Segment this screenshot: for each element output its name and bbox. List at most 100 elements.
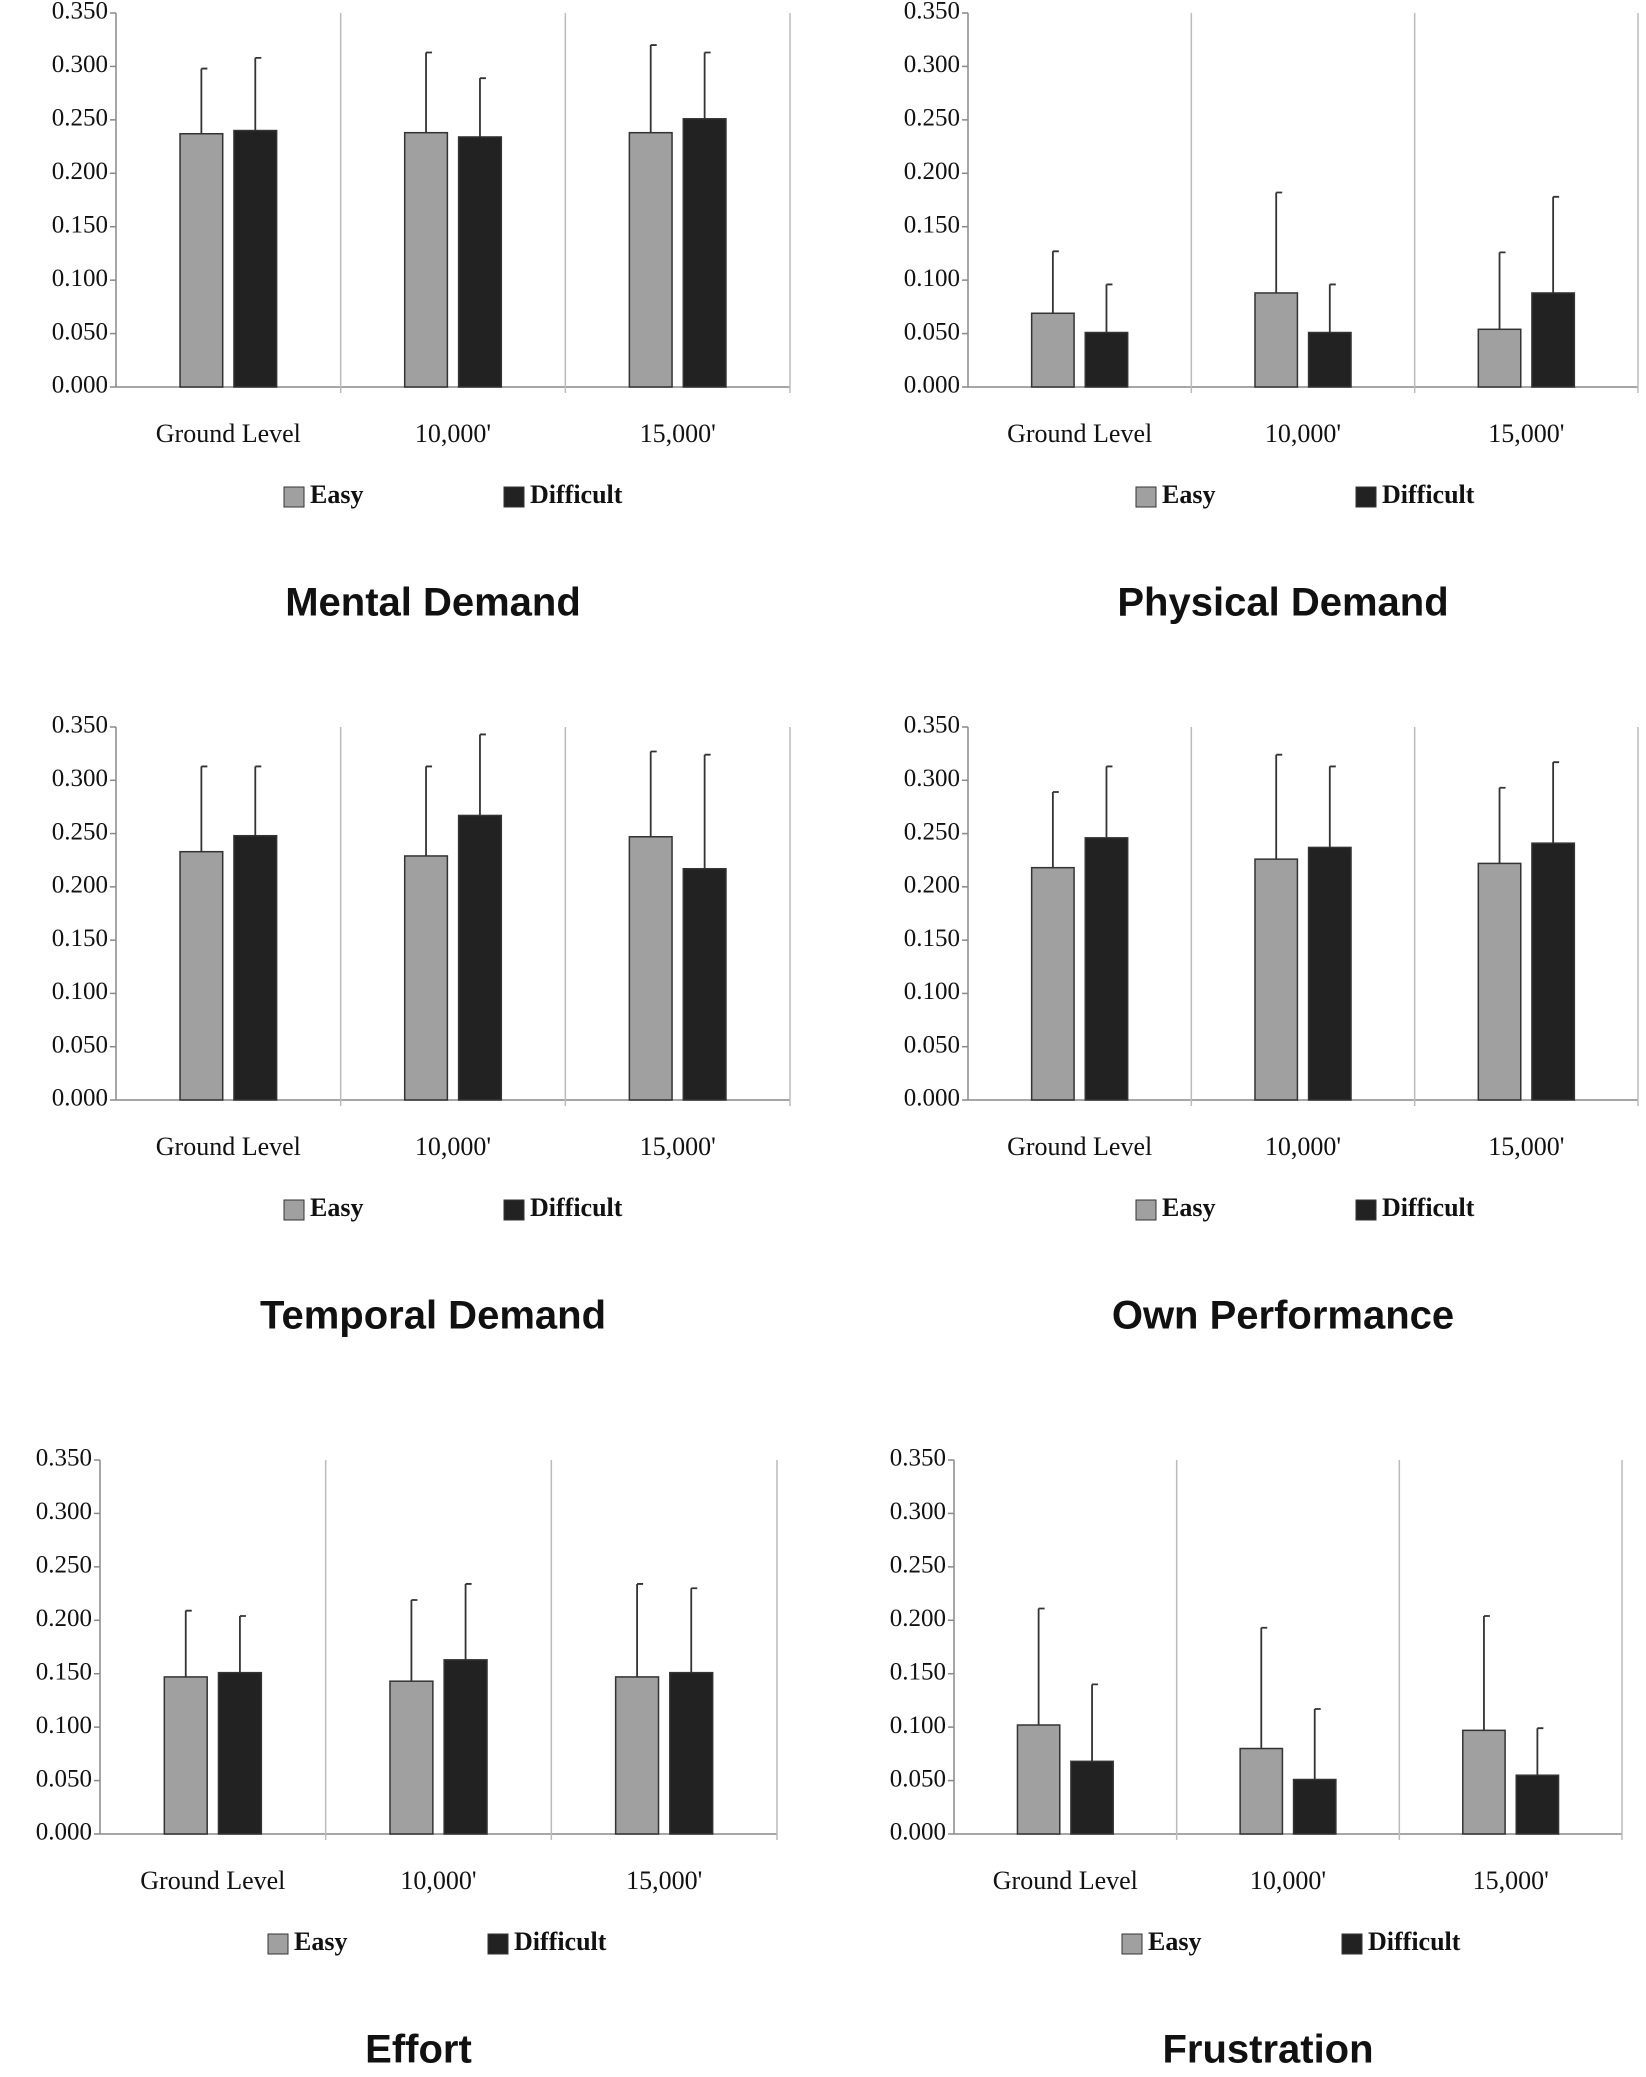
error-bar: [636, 1583, 644, 1677]
bar: [443, 1659, 488, 1835]
error-bar: [703, 51, 711, 119]
legend-swatch: [283, 1199, 305, 1221]
y-tick-label: 0.200: [904, 158, 960, 185]
y-tick-label: 0.350: [890, 1445, 946, 1472]
y-tick-label: 0.350: [36, 1445, 92, 1472]
y-tick-label: 0.350: [904, 712, 960, 739]
x-tick-label: 15,000': [640, 1132, 716, 1161]
legend-label: Difficult: [514, 1927, 607, 1956]
error-bar: [1105, 765, 1113, 838]
y-tick-label: 0.200: [52, 158, 108, 185]
legend-label: Easy: [310, 1193, 363, 1222]
y-tick-label: 0.350: [52, 0, 108, 25]
bar: [1462, 1729, 1506, 1835]
error-bar: [1091, 1683, 1099, 1762]
legend-label: Easy: [310, 480, 363, 509]
bar: [628, 836, 673, 1101]
error-bar: [1275, 753, 1283, 860]
y-tick-label: 0.250: [52, 818, 108, 845]
legend-label: Difficult: [1382, 1193, 1475, 1222]
bar: [1531, 292, 1576, 388]
error-bar: [1313, 1708, 1321, 1780]
y-tick-label: 0.250: [52, 105, 108, 132]
y-tick-label: 0.100: [36, 1712, 92, 1739]
y-tick-label: 0.150: [36, 1658, 92, 1685]
x-tick-label: 15,000': [1473, 1866, 1549, 1895]
bar: [1084, 331, 1129, 388]
bar: [457, 136, 503, 388]
y-tick-label: 0.250: [904, 105, 960, 132]
legend-swatch: [1121, 1933, 1143, 1955]
y-tick-label: 0.300: [904, 51, 960, 78]
x-tick-label: Ground Level: [156, 1132, 301, 1161]
error-bar: [1498, 786, 1506, 864]
chart-title: Frustration: [1162, 2028, 1373, 2072]
chart-title: Effort: [365, 2028, 472, 2072]
y-tick-label: 0.000: [52, 1085, 108, 1112]
legend-label: Difficult: [530, 1193, 623, 1222]
y-tick-label: 0.300: [52, 51, 108, 78]
error-bar: [479, 77, 486, 137]
bar: [628, 131, 673, 388]
y-tick-label: 0.000: [52, 372, 108, 399]
bar: [1016, 1724, 1061, 1835]
x-tick-label: 15,000': [626, 1866, 702, 1895]
y-tick-label: 0.050: [36, 1765, 92, 1792]
y-tick-label: 0.300: [52, 765, 108, 792]
x-tick-label: 10,000': [400, 1866, 476, 1895]
legend-label: Easy: [1162, 1193, 1215, 1222]
error-bar: [649, 44, 657, 133]
error-bar: [184, 1609, 192, 1677]
bar: [1531, 842, 1576, 1101]
legend-swatch: [1355, 1199, 1377, 1221]
error-bar: [1328, 283, 1336, 333]
error-bar: [690, 1587, 698, 1673]
bar: [1307, 846, 1352, 1101]
bar: [1477, 862, 1522, 1101]
y-tick-label: 0.000: [904, 1085, 960, 1112]
legend-swatch: [503, 486, 525, 508]
legend-swatch: [503, 1199, 525, 1221]
y-tick-label: 0.050: [52, 318, 108, 345]
bar: [682, 118, 727, 388]
legend-swatch: [283, 486, 305, 508]
y-tick-label: 0.250: [890, 1552, 946, 1579]
x-tick-label: Ground Level: [140, 1866, 285, 1895]
bar: [1254, 292, 1299, 388]
error-bar: [1260, 1626, 1268, 1749]
legend-label: Difficult: [1368, 1927, 1461, 1956]
bar: [1030, 866, 1075, 1101]
y-tick-label: 0.050: [904, 318, 960, 345]
y-tick-label: 0.250: [904, 818, 960, 845]
x-tick-label: 15,000': [1488, 419, 1564, 448]
y-tick-label: 0.150: [890, 1658, 946, 1685]
bar: [403, 131, 449, 388]
y-tick-label: 0.150: [904, 925, 960, 952]
bar: [1239, 1747, 1284, 1835]
legend-swatch: [487, 1933, 509, 1955]
bar: [403, 855, 449, 1101]
y-tick-label: 0.050: [890, 1765, 946, 1792]
y-tick-label: 0.000: [890, 1819, 946, 1846]
bar: [1292, 1778, 1337, 1835]
bar: [457, 814, 503, 1101]
y-tick-label: 0.100: [890, 1712, 946, 1739]
legend-swatch: [267, 1933, 289, 1955]
y-tick-label: 0.150: [52, 211, 108, 238]
y-tick-label: 0.200: [890, 1605, 946, 1632]
bar: [669, 1671, 714, 1835]
y-tick-label: 0.000: [904, 372, 960, 399]
y-tick-label: 0.100: [52, 265, 108, 292]
error-bar: [200, 765, 208, 852]
y-tick-label: 0.050: [904, 1031, 960, 1058]
y-tick-label: 0.300: [36, 1498, 92, 1525]
x-tick-label: Ground Level: [1007, 419, 1152, 448]
error-bar: [425, 765, 433, 856]
chart-title: Mental Demand: [285, 581, 581, 625]
legend-swatch: [1355, 486, 1377, 508]
y-tick-label: 0.200: [36, 1605, 92, 1632]
bar: [233, 129, 278, 388]
x-tick-label: Ground Level: [993, 1866, 1138, 1895]
legend-label: Easy: [294, 1927, 347, 1956]
